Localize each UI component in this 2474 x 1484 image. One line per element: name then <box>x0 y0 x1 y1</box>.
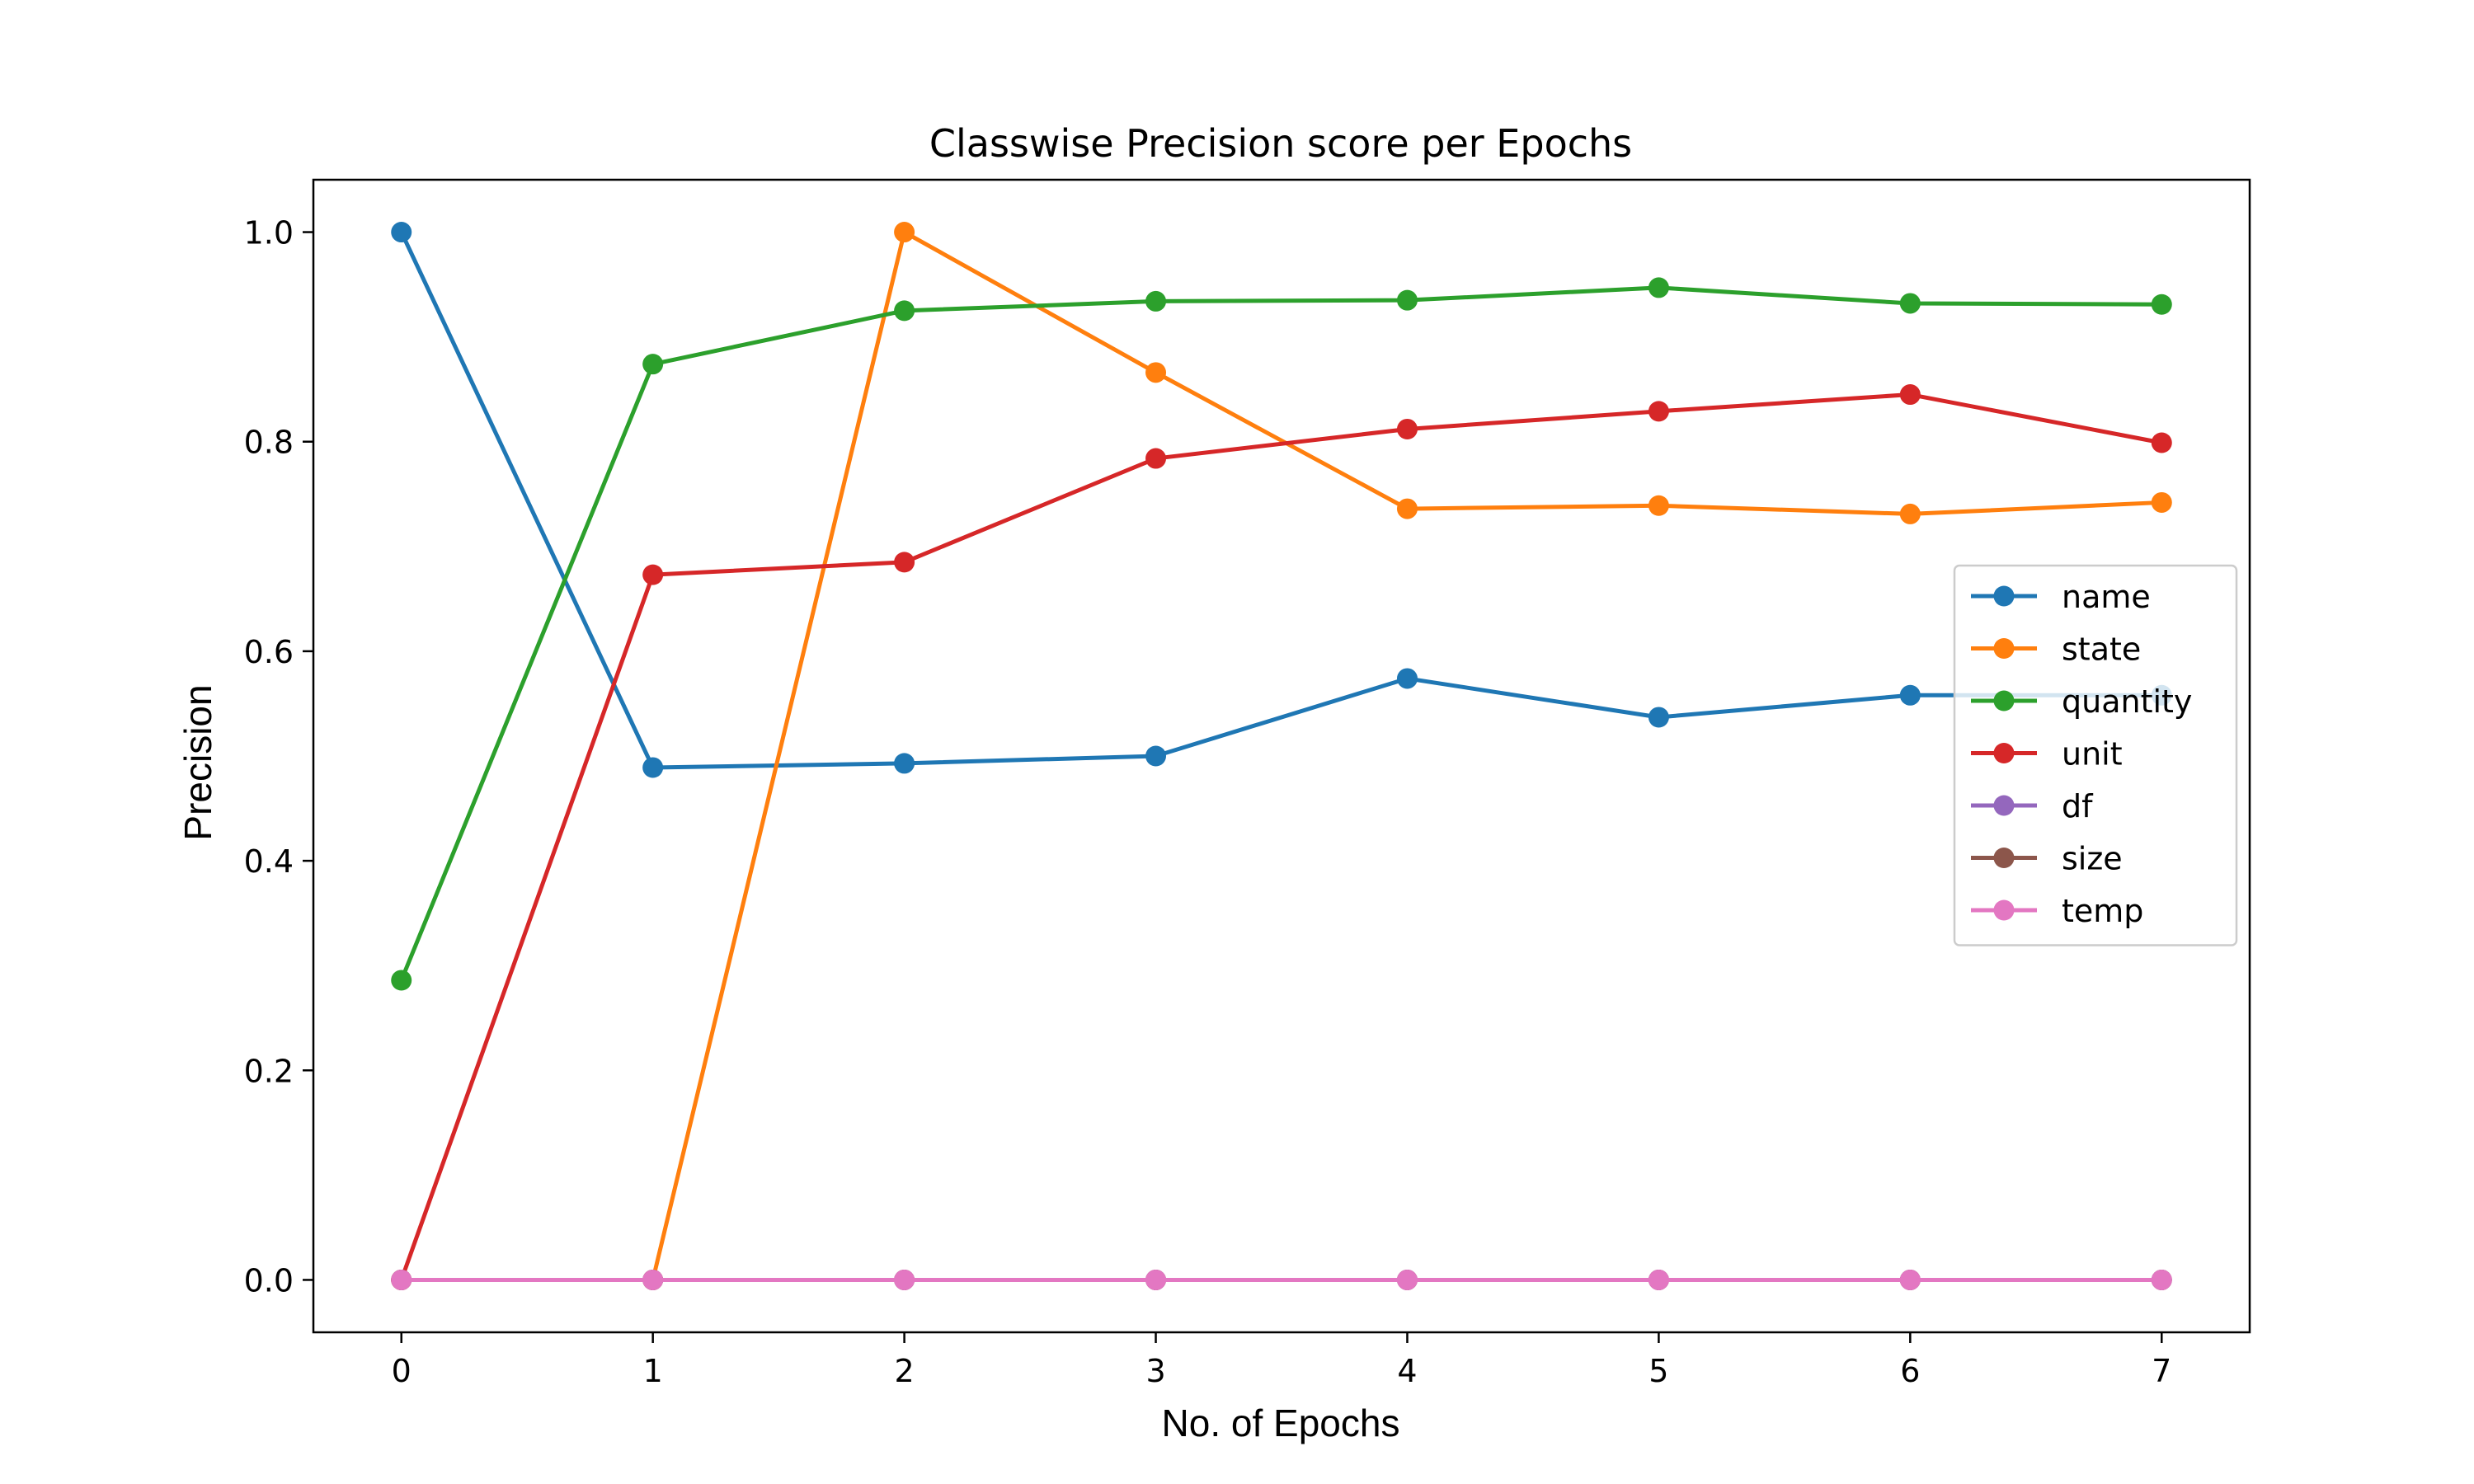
data-point-temp <box>1648 1269 1669 1290</box>
data-point-name <box>391 222 412 243</box>
legend-label-df: df <box>2062 788 2094 824</box>
data-point-name <box>1899 684 1921 706</box>
series-line-quantity <box>399 285 2164 983</box>
data-point-temp <box>2151 1269 2172 1290</box>
legend-marker-unit <box>1993 743 2015 763</box>
legend-marker-quantity <box>1993 690 2015 711</box>
data-point-temp <box>1396 1269 1418 1290</box>
data-point-quantity <box>391 970 412 991</box>
data-point-temp <box>391 1269 412 1290</box>
data-point-unit <box>1899 384 1921 406</box>
data-point-state <box>1145 362 1167 383</box>
legend-label-state: state <box>2062 632 2141 668</box>
data-point-quantity <box>1899 293 1921 314</box>
legend-label-size: size <box>2062 841 2123 877</box>
legend-label-temp: temp <box>2062 893 2143 929</box>
series-line-unit <box>399 392 2164 1282</box>
x-axis-label: No. of Epochs <box>1162 1402 1400 1444</box>
data-point-name <box>1396 668 1418 689</box>
data-point-unit <box>1648 401 1669 422</box>
data-point-state <box>894 222 915 243</box>
legend-marker-temp <box>1993 899 2015 921</box>
data-point-quantity <box>1648 277 1669 298</box>
plot-area: 0 1 2 3 4 5 6 7 0.0 0.2 0.4 0.6 0.8 1.0 <box>244 178 2251 1389</box>
y-tick-label: 1.0 <box>244 215 294 251</box>
y-tick-label: 0.4 <box>244 843 294 880</box>
data-point-quantity <box>1145 290 1167 312</box>
x-tick-label: 3 <box>1145 1353 1165 1389</box>
data-point-state <box>1396 498 1418 519</box>
x-tick-label: 5 <box>1649 1353 1668 1389</box>
data-point-name <box>642 757 664 778</box>
data-point-name <box>894 753 915 774</box>
y-tick-label: 0.2 <box>244 1053 294 1089</box>
data-point-unit <box>2151 432 2172 453</box>
x-tick-label: 6 <box>1900 1353 1920 1389</box>
x-tick-label: 7 <box>2152 1353 2171 1389</box>
series-line-name <box>399 230 2164 770</box>
data-point-state <box>1899 503 1921 524</box>
data-point-unit <box>894 552 915 573</box>
legend-marker-df <box>1993 795 2015 816</box>
data-point-name <box>1648 707 1669 728</box>
data-point-name <box>1145 745 1167 767</box>
legend: name state quantity unit df size temp <box>1953 564 2238 946</box>
y-tick-label: 0.6 <box>244 634 294 670</box>
plot-frame <box>312 178 2251 1334</box>
legend-marker-name <box>1993 585 2015 607</box>
y-axis-label: Precision <box>176 684 219 840</box>
data-point-temp <box>642 1269 664 1290</box>
x-tick-label: 0 <box>392 1353 412 1389</box>
data-point-quantity <box>2151 294 2172 315</box>
y-tick-label: 0.0 <box>244 1262 294 1298</box>
legend-label-unit: unit <box>2062 736 2123 773</box>
data-point-unit <box>1396 418 1418 439</box>
legend-label-quantity: quantity <box>2062 683 2192 720</box>
data-point-state <box>2151 491 2172 513</box>
legend-label-name: name <box>2062 579 2151 615</box>
data-point-unit <box>642 564 664 585</box>
data-point-temp <box>1145 1269 1167 1290</box>
x-tick-label: 1 <box>643 1353 663 1389</box>
data-point-quantity <box>894 300 915 322</box>
data-point-state <box>1648 495 1669 516</box>
data-point-quantity <box>642 354 664 375</box>
data-point-unit <box>1145 448 1167 469</box>
legend-marker-state <box>1993 638 2015 659</box>
chart-title: Classwise Precision score per Epochs <box>929 121 1632 166</box>
legend-marker-size <box>1993 848 2015 868</box>
series-line-state <box>399 230 2164 1282</box>
x-tick-label: 4 <box>1397 1353 1417 1389</box>
data-point-temp <box>1899 1269 1921 1290</box>
data-point-quantity <box>1396 289 1418 311</box>
y-tick-label: 0.8 <box>244 425 294 461</box>
legend-box <box>1953 564 2238 946</box>
x-tick-label: 2 <box>895 1353 915 1389</box>
data-point-temp <box>894 1269 915 1290</box>
